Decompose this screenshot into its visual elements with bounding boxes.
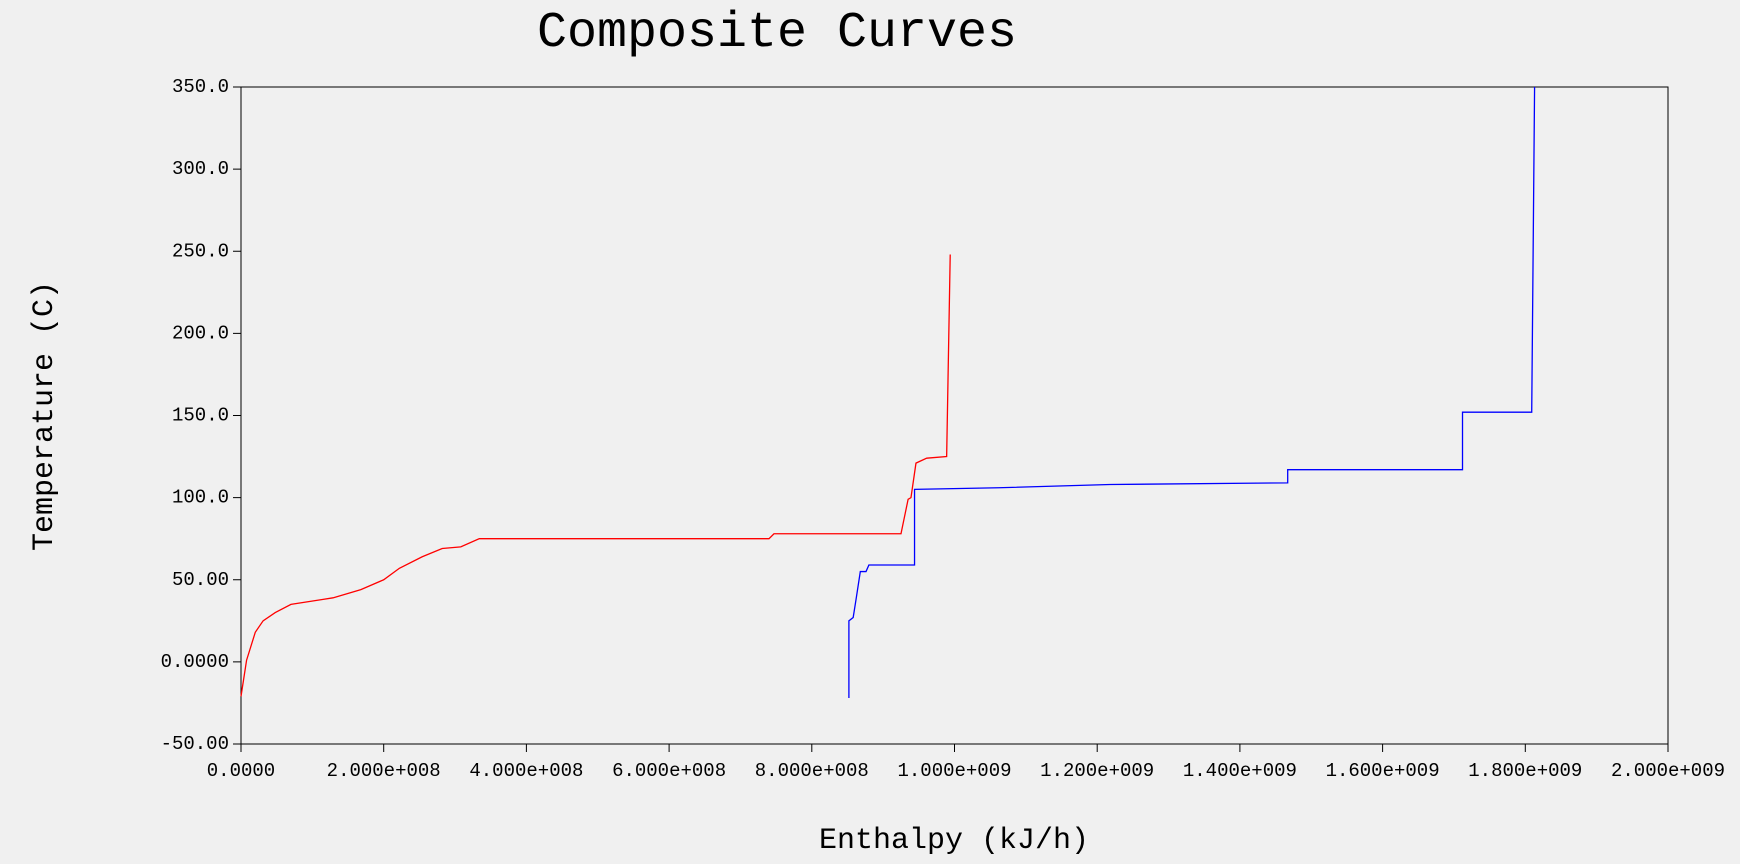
chart-title: Composite Curves xyxy=(537,5,1017,62)
series-line xyxy=(240,254,951,697)
series-line xyxy=(848,86,1536,699)
x-tick-label: 1.600e+009 xyxy=(1326,760,1440,782)
plot-frame xyxy=(240,86,1669,745)
x-tick-label: 2.000e+008 xyxy=(327,760,441,782)
x-tick-label: 1.400e+009 xyxy=(1183,760,1297,782)
x-tick-label: 1.800e+009 xyxy=(1468,760,1582,782)
x-tick-label: 8.000e+008 xyxy=(755,760,869,782)
x-tick-label: 0.0000 xyxy=(207,760,275,782)
y-tick-label: 300.0 xyxy=(172,158,229,180)
y-tick-label: 350.0 xyxy=(172,76,229,98)
x-tick-label: 4.000e+008 xyxy=(469,760,583,782)
x-tick-label: 6.000e+008 xyxy=(612,760,726,782)
y-tick-label: 100.0 xyxy=(172,487,229,509)
y-tick-label: 0.0000 xyxy=(161,651,229,673)
y-tick-label: 200.0 xyxy=(172,322,229,344)
y-tick-label: -50.00 xyxy=(161,733,229,755)
x-tick-label: 2.000e+009 xyxy=(1611,760,1725,782)
y-tick-label: 250.0 xyxy=(172,240,229,262)
y-tick-label: 50.00 xyxy=(172,569,229,591)
y-axis-label: Temperature (C) xyxy=(28,281,62,551)
y-tick-label: 150.0 xyxy=(172,405,229,427)
x-tick-label: 1.200e+009 xyxy=(1040,760,1154,782)
x-tick-label: 1.000e+009 xyxy=(897,760,1011,782)
x-axis-label: Enthalpy (kJ/h) xyxy=(819,824,1089,858)
